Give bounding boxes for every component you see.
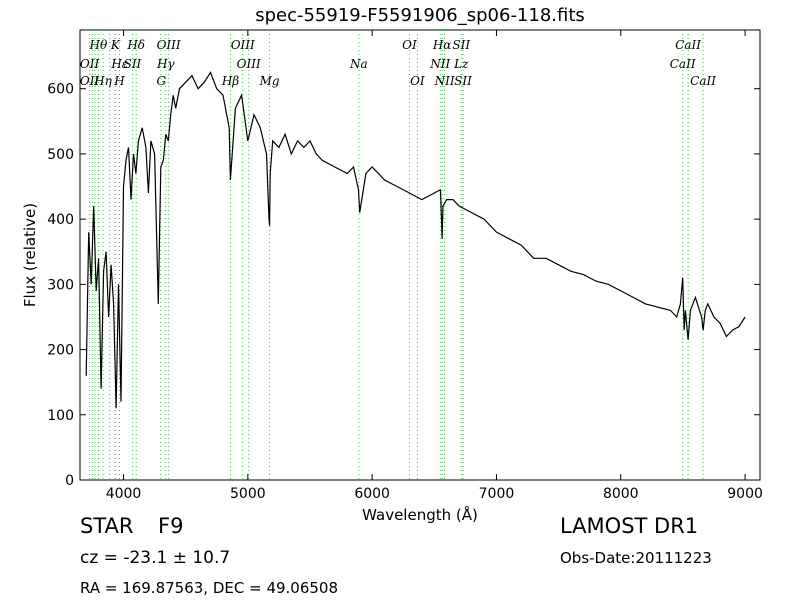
x-tick-label: 5000 (230, 486, 266, 502)
emission-line-markers (89, 30, 704, 480)
spectral-line-label: Hη (93, 74, 112, 88)
object-subclass: F9 (158, 514, 184, 538)
spectral-line-label: SII (124, 57, 142, 71)
observation-date: Obs-Date:20111223 (560, 549, 712, 567)
spectral-line-label: Hθ (89, 38, 108, 52)
spectrum-series (85, 71, 746, 409)
y-axis-label: Flux (relative) (21, 203, 39, 307)
spectral-line-label: Lz (453, 57, 469, 71)
spectral-line-label: SII (452, 38, 470, 52)
y-tick-label: 600 (47, 82, 74, 98)
y-tick-label: 200 (47, 343, 74, 359)
coordinates: RA = 169.87563, DEC = 49.06508 (80, 579, 339, 597)
spectrum-line (85, 71, 746, 409)
x-axis-label: Wavelength (Å) (362, 505, 478, 524)
spectral-line-label: OIII (231, 38, 255, 52)
spectral-line-label: Hα (432, 38, 452, 52)
spectral-line-label: OIII (237, 57, 261, 71)
spectral-line-label: Mg (259, 74, 280, 88)
spectral-line-label: CaII (675, 38, 701, 52)
x-tick-label: 4000 (106, 486, 142, 502)
spectral-line-label: Hγ (156, 57, 175, 71)
chart-title: spec-55919-F5591906_sp06-118.fits (255, 5, 585, 26)
axis-ticks: 4000 5000 6000 7000 8000 9000 0 100 200 300 400 500… (47, 30, 763, 502)
spectral-line-label: OI (402, 38, 417, 52)
spectral-line-label: G (157, 74, 167, 88)
plot-frame (79, 29, 761, 481)
spectral-line-label: NII (434, 74, 455, 88)
spectral-line-label: CaII (690, 74, 716, 88)
spectral-line-label: K (110, 38, 121, 52)
spectral-line-label: Hβ (221, 74, 239, 88)
x-tick-label: 6000 (354, 486, 390, 502)
y-tick-label: 300 (47, 277, 74, 293)
x-tick-label: 9000 (727, 486, 763, 502)
spectral-line-label: Hδ (126, 38, 145, 52)
spectral-line-label: H (113, 74, 125, 88)
object-class: STAR (80, 514, 134, 538)
spectral-line-label: SII (454, 74, 472, 88)
x-tick-label: 7000 (479, 486, 515, 502)
spectral-line-label: Na (349, 57, 368, 71)
spectral-line-label: NII (429, 57, 450, 71)
spectral-line-label: OII (80, 57, 100, 71)
spectral-line-label: OI (410, 74, 425, 88)
cz-value: cz = -23.1 ± 10.7 (80, 548, 231, 568)
spectral-line-label: OIII (157, 38, 181, 52)
y-tick-label: 100 (47, 408, 74, 424)
survey-name: LAMOST DR1 (560, 514, 699, 538)
spectral-line-label: CaII (670, 57, 696, 71)
x-tick-label: 8000 (603, 486, 639, 502)
y-tick-label: 500 (47, 147, 74, 163)
spectral-line-label: Hε (110, 57, 128, 71)
spectral-line-label: OII (80, 74, 100, 88)
y-tick-label: 0 (65, 473, 74, 489)
y-tick-label: 400 (47, 212, 74, 228)
